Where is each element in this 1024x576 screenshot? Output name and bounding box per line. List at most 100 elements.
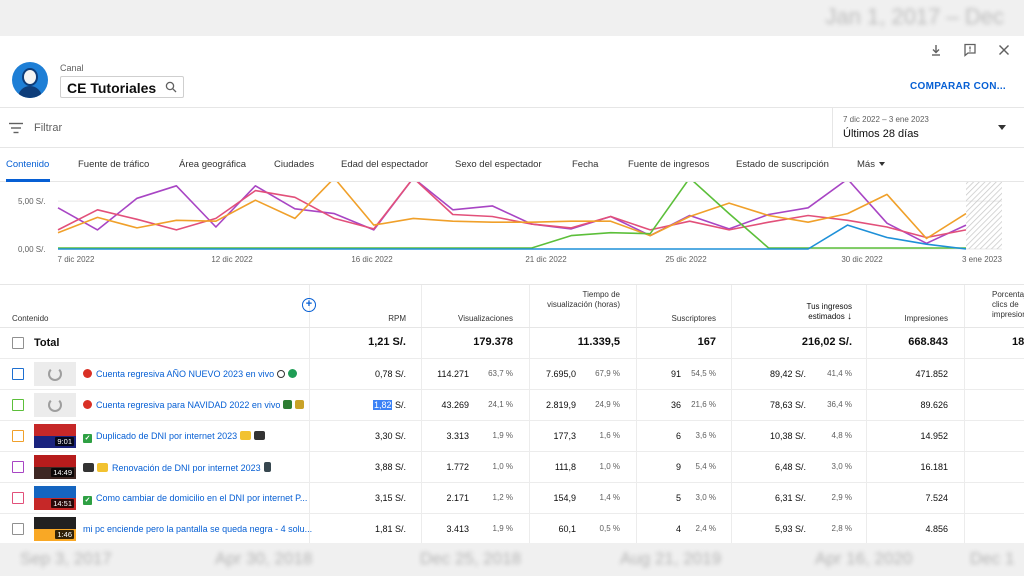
tab-ciudades[interactable]: Ciudades <box>274 159 315 170</box>
compare-button[interactable]: COMPARAR CON... <box>910 81 1006 92</box>
video-title-link[interactable]: Renovación de DNI por internet 2023 <box>83 462 271 473</box>
video-title-link[interactable]: ✓ Duplicado de DNI por internet 2023 <box>83 431 266 443</box>
tree-emoji-icon <box>283 400 293 409</box>
x-tick-label: 30 dic 2022 <box>841 255 883 264</box>
channel-selector[interactable]: CE Tutoriales <box>60 76 184 98</box>
total-impressions: 668.843 <box>908 336 948 348</box>
filter-bar: Filtrar 7 dic 2022 – 3 ene 2023 Últimos … <box>0 108 1024 148</box>
series-line <box>57 182 967 239</box>
total-subscribers: 167 <box>697 336 716 348</box>
total-ctr: 18 <box>1012 336 1024 348</box>
x-tick-label: 12 dic 2022 <box>211 255 253 264</box>
table-row[interactable]: 1:46 mi pc enciende pero la pantalla se … <box>0 514 1024 543</box>
feedback-icon[interactable] <box>962 42 978 58</box>
tab-fecha[interactable]: Fecha <box>572 159 599 170</box>
download-icon[interactable] <box>928 42 944 58</box>
video-thumbnail[interactable]: 14:51 <box>34 486 76 510</box>
video-thumbnail[interactable] <box>34 362 76 386</box>
video-thumbnail[interactable]: 9:01 <box>34 424 76 448</box>
row-checkbox[interactable] <box>12 461 24 473</box>
tab-fuente-de-ingresos[interactable]: Fuente de ingresos <box>628 159 710 170</box>
x-tick-label: 21 dic 2022 <box>525 255 567 264</box>
report-tabs: Contenido Fuente de tráfico Área geográf… <box>0 148 1024 182</box>
table-row[interactable]: 14:51 ✓ Como cambiar de domicilio en el D… <box>0 483 1024 514</box>
video-title-link[interactable]: mi pc enciende pero la pantalla se queda… <box>83 524 313 534</box>
line-chart-svg: 5,00 S/. 0,00 S/. 7 dic 2022 12 dic 2022 16 … <box>18 182 1003 264</box>
y-tick-label: 0,00 S/. <box>18 245 46 254</box>
series-line <box>57 182 967 245</box>
analytics-panel: Canal CE Tutoriales COMPARAR CON... Filt… <box>0 36 1024 543</box>
filter-input[interactable]: Filtrar <box>34 122 63 134</box>
globe-emoji-icon <box>288 369 298 378</box>
video-title-link[interactable]: ✓ Como cambiar de domicilio en el DNI por… <box>83 493 308 505</box>
x-tick-label: 25 dic 2022 <box>665 255 707 264</box>
header-ctr[interactable]: Porcentaje de clics de impresiones <box>992 290 1024 319</box>
total-views: 179.378 <box>473 336 513 348</box>
background-top-strip: Jan 1, 2017 – Dec <box>0 0 1024 36</box>
date-range-text: 7 dic 2022 – 3 ene 2023 <box>843 115 929 124</box>
header-revenue[interactable]: Tus ingresos estimados ↓ <box>806 302 853 322</box>
table-row[interactable]: Cuenta regresiva AÑO NUEVO 2023 en vivo … <box>0 359 1024 390</box>
id-card-emoji-icon <box>97 463 108 472</box>
row-checkbox[interactable] <box>12 399 24 411</box>
table-row[interactable]: Cuenta regresiva para NAVIDAD 2022 en vi… <box>0 390 1024 421</box>
header-content[interactable]: Contenido <box>12 314 49 323</box>
filter-icon[interactable] <box>9 122 23 134</box>
channel-avatar[interactable] <box>12 62 48 98</box>
total-watch-time: 11.339,5 <box>577 336 620 348</box>
date-period-text: Últimos 28 días <box>843 128 919 140</box>
add-circle-icon[interactable]: + <box>302 298 316 312</box>
row-checkbox[interactable] <box>12 430 24 442</box>
header-views[interactable]: Visualizaciones <box>458 314 513 323</box>
header-watch-time[interactable]: Tiempo de visualización (horas) <box>547 290 620 309</box>
tab-sexo-del-espectador[interactable]: Sexo del espectador <box>455 159 542 170</box>
active-tab-indicator <box>6 179 50 182</box>
tab-fuente-de-trafico[interactable]: Fuente de tráfico <box>78 159 150 170</box>
date-range-selector[interactable]: 7 dic 2022 – 3 ene 2023 Últimos 28 días <box>832 108 1024 148</box>
header-subscribers[interactable]: Suscriptores <box>671 314 716 323</box>
rpm-value: 1,82 S/. <box>372 400 406 410</box>
total-rpm: 1,21 S/. <box>368 336 406 348</box>
selected-text-highlight: 1,82 <box>372 400 393 410</box>
series-line <box>58 224 967 250</box>
panel-actions <box>928 42 1012 58</box>
id-card-emoji-icon <box>240 431 252 440</box>
loading-spinner-icon <box>48 398 62 412</box>
total-row: Total 1,21 S/. 179.378 11.339,5 167 216,… <box>0 328 1024 359</box>
laptop-emoji-icon <box>254 431 266 440</box>
sort-down-icon[interactable]: ↓ <box>847 311 852 322</box>
search-icon[interactable] <box>165 81 177 93</box>
more-caret-icon <box>878 162 885 167</box>
video-thumbnail[interactable] <box>34 393 76 417</box>
header-rpm[interactable]: RPM <box>388 314 406 323</box>
x-tick-label: 3 ene 2023 <box>962 255 1003 264</box>
video-title-link[interactable]: Cuenta regresiva AÑO NUEVO 2023 en vivo <box>83 369 298 379</box>
table-row[interactable]: 9:01 ✓ Duplicado de DNI por internet 2023… <box>0 421 1024 452</box>
total-revenue: 216,02 S/. <box>801 336 852 348</box>
gift-emoji-icon <box>295 400 305 409</box>
laptop-emoji-icon <box>83 463 94 472</box>
check-emoji-icon: ✓ <box>83 496 92 505</box>
table-row[interactable]: 14:49 Renovación de DNI por internet 202… <box>0 452 1024 483</box>
background-bottom-strip: Sep 3, 2017 Apr 30, 2018 Dec 25, 2018 Au… <box>0 543 1024 576</box>
video-title-link[interactable]: Cuenta regresiva para NAVIDAD 2022 en vi… <box>83 400 305 410</box>
tab-contenido[interactable]: Contenido <box>6 159 50 170</box>
tab-edad-del-espectador[interactable]: Edad del espectador <box>341 159 429 170</box>
series-line <box>58 182 966 249</box>
total-label: Total <box>34 337 60 349</box>
row-checkbox[interactable] <box>12 368 24 380</box>
row-checkbox[interactable] <box>12 492 24 504</box>
select-all-checkbox[interactable] <box>12 337 24 349</box>
header-impressions[interactable]: Impresiones <box>904 314 948 323</box>
close-icon[interactable] <box>996 42 1012 58</box>
tab-area-geografica[interactable]: Área geográfica <box>179 159 247 170</box>
background-date: Jan 1, 2017 – Dec <box>825 4 1004 29</box>
row-checkbox[interactable] <box>12 523 24 535</box>
clock-emoji-icon <box>277 370 286 378</box>
dropdown-caret-icon <box>998 125 1006 130</box>
video-thumbnail[interactable]: 14:49 <box>34 455 76 479</box>
canal-label: Canal <box>60 63 84 73</box>
video-thumbnail[interactable]: 1:46 <box>34 517 76 541</box>
tab-mas[interactable]: Más <box>857 159 885 170</box>
tab-estado-de-suscripcion[interactable]: Estado de suscripción <box>736 159 829 170</box>
